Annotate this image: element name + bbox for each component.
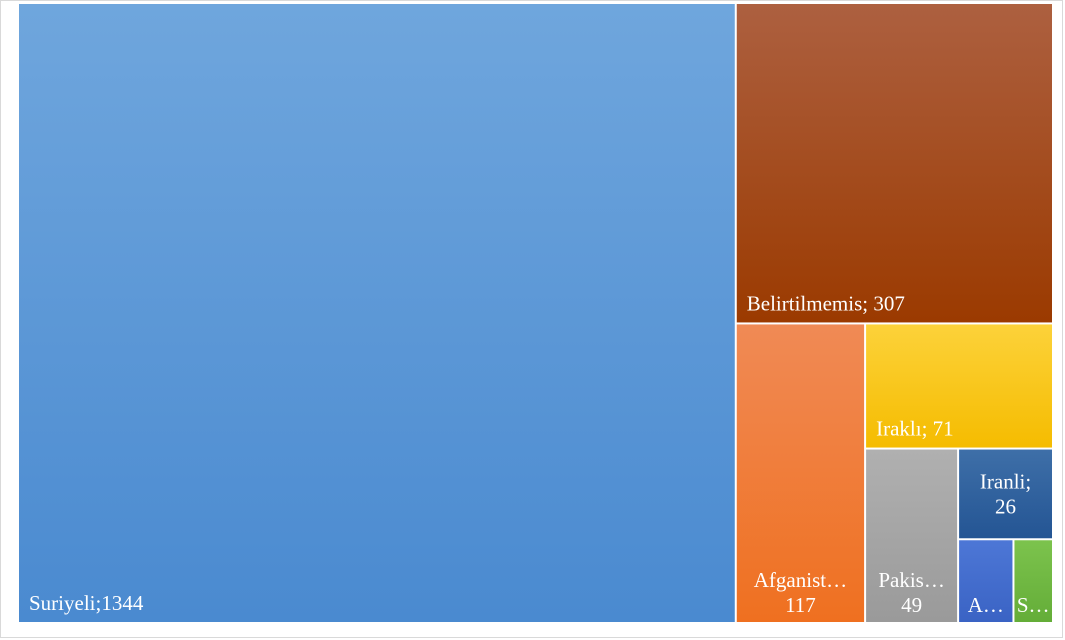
treemap-cell-iraklı (866, 324, 1052, 448)
treemap-label-line: A… (968, 593, 1004, 617)
treemap-label-line: 49 (901, 593, 922, 617)
treemap-label-line: S… (1017, 593, 1050, 617)
treemap-label-a: A… (968, 593, 1004, 617)
treemap-label-suriyeli: Suriyeli;1344 (29, 591, 144, 615)
treemap-label-line: Iranli; (980, 469, 1031, 493)
treemap-label-afganist: Afganist… 117 (754, 568, 847, 617)
treemap-label-line: Belirtilmemis; 307 (747, 291, 905, 315)
treemap-label-iraklı: Iraklı; 71 (876, 417, 954, 441)
treemap-label-belirtilmemis: Belirtilmemis; 307 (747, 291, 905, 315)
treemap-cell-a (959, 540, 1013, 622)
treemap-cell-pakis (866, 449, 958, 622)
treemap-cell-suriyeli (19, 4, 735, 622)
treemap-label-line: Iraklı; 71 (876, 417, 954, 441)
treemap-cell-iranli (959, 449, 1052, 539)
treemap-cell-s (1014, 540, 1052, 622)
treemap-label-line: Pakis… (878, 568, 945, 592)
treemap-label-line: Suriyeli;1344 (29, 591, 144, 615)
treemap-label-s: S… (1017, 593, 1050, 617)
treemap-label-line: 117 (785, 593, 816, 617)
treemap-label-line: 26 (995, 494, 1016, 518)
treemap-label-pakis: Pakis… 49 (878, 568, 945, 617)
treemap-label-line: Afganist… (754, 568, 847, 592)
treemap-label-iranli: Iranli; 26 (980, 469, 1031, 518)
treemap-cell-belirtilmemis (736, 4, 1052, 323)
treemap-cell-afganist (736, 324, 865, 622)
